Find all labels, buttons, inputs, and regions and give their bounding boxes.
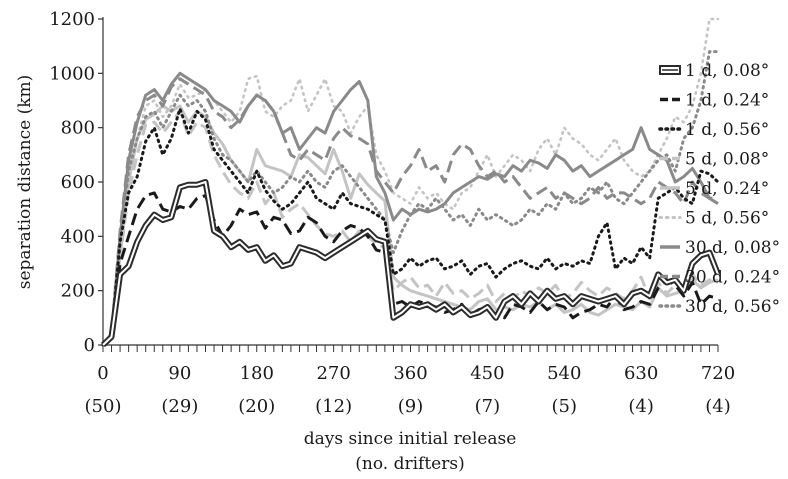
legend-item: 1 d, 0.24° (660, 91, 769, 111)
legend-label: 5 d, 0.56° (685, 209, 769, 229)
x-tick-label: 450 (470, 363, 504, 384)
legend-label: 1 d, 0.08° (685, 61, 769, 81)
x-tick-count-label: (50) (85, 396, 122, 417)
series-line (101, 104, 719, 347)
x-tick-count-label: (12) (315, 396, 352, 417)
x-tick-label: 630 (624, 363, 658, 384)
series-line (101, 77, 718, 346)
series-line-inner (102, 181, 719, 346)
x-tick-count-label: (20) (238, 396, 275, 417)
legend-label: 30 d, 0.56° (685, 297, 780, 317)
legend-label: 1 d, 0.56° (685, 120, 769, 140)
series-line (101, 71, 719, 346)
legend-label: 30 d, 0.24° (685, 268, 780, 288)
series-line (100, 179, 721, 348)
x-tick-count-label: (7) (475, 396, 501, 417)
y-tick-label: 400 (61, 226, 95, 247)
legend-label: 5 d, 0.08° (685, 150, 769, 170)
legend-item: 5 d, 0.08° (660, 150, 769, 170)
x-tick-count-label: (9) (398, 396, 424, 417)
legend-item: 5 d, 0.24° (660, 179, 769, 199)
y-tick-label: 800 (61, 118, 95, 139)
legend: 1 d, 0.08° 1 d, 0.24° 1 d, 0.56° 5 d, 0.08°… (658, 61, 780, 317)
series-line-path (101, 71, 719, 346)
series-line-path (101, 107, 720, 347)
y-axis-title: separation distance (km) (15, 75, 35, 290)
legend-item: 5 d, 0.56° (658, 209, 769, 229)
y-tick-label: 200 (61, 281, 95, 302)
x-tick-label: 720 (701, 363, 735, 384)
x-tick-label: 360 (393, 363, 427, 384)
x-axis-title: days since initial release (304, 429, 517, 449)
legend-item: 1 d, 0.56° (658, 120, 769, 140)
x-tick-label: 540 (547, 363, 581, 384)
x-axis: 0 (50) 90 (29) 180 (20) 270 (12) 360 (9) 450 (7) 540… (85, 344, 735, 417)
y-tick-label: 1200 (49, 9, 95, 30)
legend-label: 30 d, 0.08° (685, 238, 780, 258)
legend-label: 1 d, 0.24° (685, 91, 769, 111)
legend-item: 30 d, 0.24° (660, 268, 780, 288)
x-tick-count-label: (29) (161, 396, 198, 417)
legend-item: 30 d, 0.08° (660, 238, 780, 258)
x-tick-label: 180 (240, 363, 274, 384)
y-tick-label: 600 (61, 172, 95, 193)
y-tick-label: 0 (84, 335, 95, 356)
series-line-outer (100, 179, 721, 348)
x-tick-label: 270 (316, 363, 350, 384)
series-line (101, 107, 720, 347)
series-line-path (101, 77, 718, 346)
series-layer (100, 17, 721, 348)
legend-item: 1 d, 0.08° (659, 61, 769, 81)
series-line-path (101, 104, 719, 347)
x-tick-count-label: (5) (552, 396, 578, 417)
y-axis: 0 200 400 600 800 1000 1200 (49, 9, 104, 356)
legend-item: 30 d, 0.56° (658, 297, 780, 317)
x-axis-subtitle: (no. drifters) (355, 454, 464, 474)
x-tick-label: 0 (97, 363, 108, 384)
legend-label: 5 d, 0.24° (685, 179, 769, 199)
y-tick-label: 1000 (49, 63, 95, 84)
x-tick-label: 90 (168, 363, 191, 384)
x-tick-count-label: (4) (628, 396, 654, 417)
x-tick-count-label: (4) (705, 396, 731, 417)
